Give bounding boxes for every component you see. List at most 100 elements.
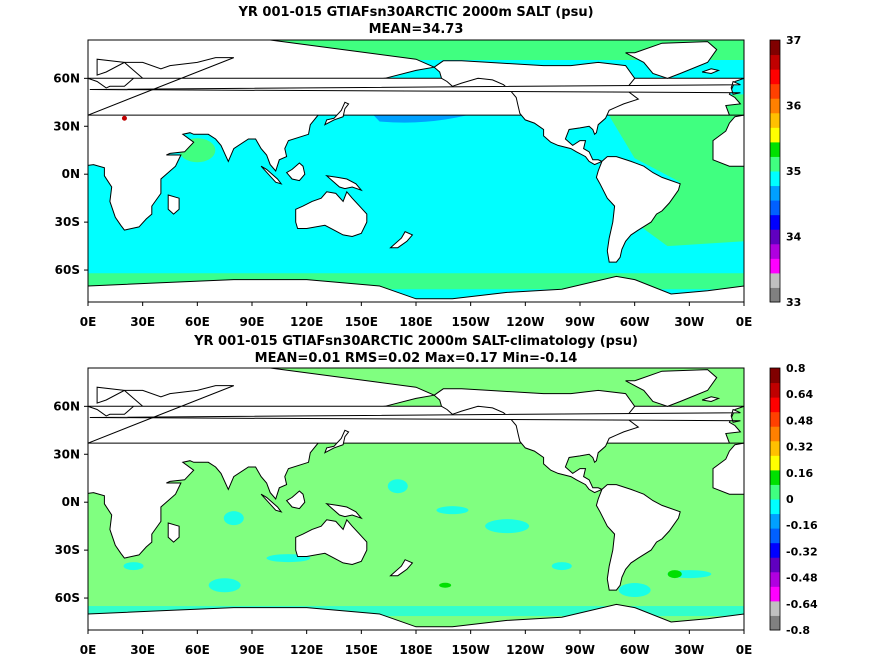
land-south-america [595,484,681,591]
land-africa-west [712,114,744,167]
colorbar-swatch [770,615,780,631]
colorbar-swatch [770,69,780,85]
colorbar-swatch [770,397,780,413]
colorbar-swatch [770,243,780,259]
colorbar-swatch [770,171,780,187]
salinity-colorbar: 37 36 35 34 33 [769,34,802,309]
colorbar-swatch [770,98,780,114]
colorbar-label: 35 [786,165,801,178]
colorbar-label: -0.64 [786,598,818,611]
y-tick-label: 0N [62,495,80,509]
colorbar-swatch [770,542,780,558]
land-greenland [625,369,718,407]
land-greenland [625,41,718,79]
land-borneo [285,162,306,182]
y-tick-label: 0N [62,167,80,181]
x-tick-label: 90W [565,315,595,329]
salty-atlantic-patch [598,94,744,247]
colorbar-swatch [770,258,780,274]
land-sumatra [260,493,283,513]
colorbar-swatch [770,272,780,288]
land-new-zealand [389,559,414,577]
land-new-zealand [389,231,414,249]
colorbar-swatch [770,411,780,427]
land-south-america [595,156,681,263]
x-tick-label: 30W [674,643,704,656]
colorbar-frame [769,39,781,303]
land-australia [295,190,368,238]
colorbar-swatch [770,440,780,456]
colorbar-swatch [770,557,780,573]
low-anomaly-patch [387,479,408,494]
land-madagascar [167,522,180,543]
colorbar-frame [769,367,781,631]
x-tick-label: 120E [290,315,323,329]
x-tick-label: 90E [240,315,265,329]
low-anomaly-patch [485,519,530,534]
y-tick-label: 30N [53,447,80,461]
x-tick-label: 180E [399,643,432,656]
low-anomaly-patch [223,511,244,526]
panel-top: YR 001-015 GTIAFsn30ARCTIC 2000m SALT (p… [53,5,801,329]
salinity-map [87,39,745,303]
x-tick-label: 0E [80,643,97,656]
panel-bottom: YR 001-015 GTIAFsn30ARCTIC 2000m SALT-cl… [53,334,818,656]
colorbar-swatch [770,127,780,143]
high-anomaly-patch [667,570,682,579]
high-anomaly-patch [439,582,452,588]
land-iceland [701,68,721,75]
x-tick-label: 120E [290,643,323,656]
low-anomaly-patch [123,562,144,571]
colorbar-swatch [770,484,780,500]
panel-bottom-title: YR 001-015 GTIAFsn30ARCTIC 2000m SALT-cl… [193,334,638,349]
x-tick-label: 0E [736,315,753,329]
panel-bottom-subtitle: MEAN=0.01 RMS=0.02 Max=0.17 Min=-0.14 [255,351,578,366]
panel-top-title: YR 001-015 GTIAFsn30ARCTIC 2000m SALT (p… [237,5,593,20]
land-iceland [701,396,721,403]
colorbar-swatch [770,83,780,99]
land-new-guinea [325,503,363,520]
colorbar-swatch [770,40,780,56]
land-uk [89,408,741,423]
colorbar-swatch [770,528,780,544]
panel-top-subtitle: MEAN=34.73 [369,22,464,37]
land-sumatra [260,165,283,185]
land-japan [323,101,350,126]
colorbar-swatch [770,156,780,172]
southern-low-band [88,606,744,617]
land-antarctica [88,603,744,630]
x-tick-label: 150E [345,643,378,656]
colorbar-swatch [770,200,780,216]
mediterranean-high-salinity [121,115,127,121]
colorbar-label: 0.16 [786,467,813,480]
colorbar-swatch [770,382,780,398]
y-tick-label: 60S [55,591,80,605]
anomaly-colorbar: 0.8 0.64 0.48 0.32 0.16 0 -0.16 -0.32 -0.48 -0.64… [769,362,818,637]
x-tick-label: 90W [565,643,595,656]
x-tick-label: 180E [399,315,432,329]
colorbar-swatch [770,287,780,303]
x-tick-label: 150E [345,315,378,329]
colorbar-swatch [770,214,780,230]
colorbar-swatch [770,112,780,128]
colorbar-swatch [770,499,780,515]
y-tick-label: 60N [53,399,80,413]
low-anomaly-patch [551,562,572,571]
x-tick-label: 120W [506,315,544,329]
y-tick-label: 30N [53,119,80,133]
colorbar-swatch [770,368,780,384]
land-madagascar [167,194,180,215]
colorbar-swatch [770,54,780,70]
land-antarctica [88,275,744,302]
colorbar-label: -0.48 [786,572,818,585]
colorbar-label: 34 [786,231,802,244]
land-new-guinea [325,175,363,192]
low-anomaly-patch [436,506,469,515]
y-tick-label: 30S [55,543,80,557]
land-africa-west [712,442,744,495]
land-borneo [285,490,306,510]
colorbar-swatch [770,455,780,471]
x-tick-label: 0E [736,643,753,656]
colorbar-swatch [770,586,780,602]
